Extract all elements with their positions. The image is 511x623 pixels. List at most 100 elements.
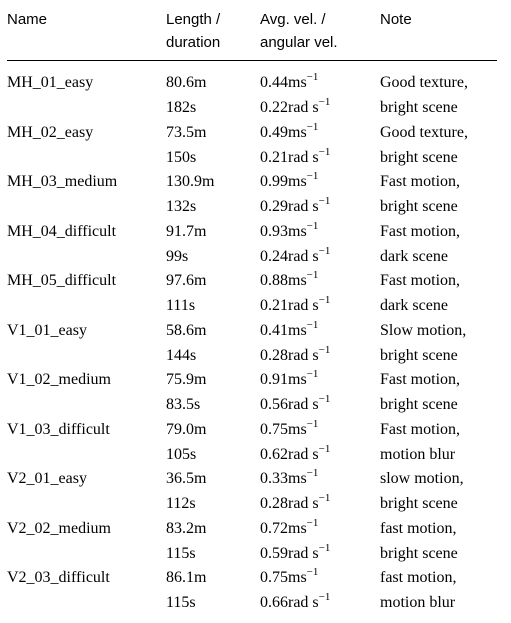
note-line2: bright scene bbox=[380, 198, 458, 215]
avg-velocity-unit: ms bbox=[288, 173, 307, 190]
avg-velocity-exponent: −1 bbox=[306, 566, 319, 578]
cell-velocity: 0.91ms−1 0.56rad s−1 bbox=[260, 367, 330, 417]
length-value: 130.9m bbox=[166, 173, 215, 190]
avg-velocity-unit: ms bbox=[288, 321, 307, 339]
avg-velocity-value: 0.88 bbox=[260, 272, 288, 289]
cell-note: fast motion, motion blur bbox=[380, 565, 456, 615]
cell-velocity: 0.49ms−1 0.21rad s−1 bbox=[260, 120, 330, 170]
angular-velocity-exponent: −1 bbox=[318, 541, 331, 554]
angular-velocity-value: 0.21 bbox=[260, 297, 288, 314]
angular-velocity-exponent: −1 bbox=[318, 343, 331, 356]
length-value: 91.7m bbox=[166, 222, 207, 240]
length-value: 97.6m bbox=[166, 272, 207, 289]
length-value: 83.2m bbox=[166, 519, 207, 537]
cell-name: MH_03_medium bbox=[7, 169, 117, 194]
angular-velocity-exponent: −1 bbox=[318, 393, 331, 405]
angular-velocity: 0.28rad s−1 bbox=[260, 491, 330, 516]
header-rule bbox=[7, 60, 497, 61]
avg-velocity-unit: ms bbox=[288, 74, 307, 91]
avg-velocity-unit: ms bbox=[288, 569, 307, 586]
avg-velocity: 0.33ms−1 bbox=[260, 466, 330, 491]
length-value: 86.1m bbox=[166, 569, 207, 586]
avg-velocity-value: 0.91 bbox=[260, 371, 288, 388]
avg-velocity-value: 0.75 bbox=[260, 569, 288, 586]
note-line2: bright scene bbox=[380, 148, 458, 166]
avg-velocity-exponent: −1 bbox=[306, 269, 319, 281]
cell-length-duration: 86.1m 115s bbox=[166, 565, 206, 615]
avg-velocity-exponent: −1 bbox=[306, 467, 319, 479]
note-line1: Fast motion, bbox=[380, 173, 461, 190]
cell-velocity: 0.99ms−1 0.29rad s−1 bbox=[260, 169, 330, 219]
cell-note: Fast motion, bright scene bbox=[380, 367, 460, 417]
duration-value: 105s bbox=[166, 445, 197, 463]
duration-value: 111s bbox=[166, 297, 196, 314]
cell-name: MH_04_difficult bbox=[7, 219, 116, 244]
angular-velocity-exponent: −1 bbox=[318, 145, 331, 158]
angular-velocity-unit: rad s bbox=[288, 396, 319, 413]
length-value: 58.6m bbox=[166, 321, 207, 339]
avg-velocity-value: 0.33 bbox=[260, 470, 288, 487]
avg-velocity-unit: ms bbox=[288, 470, 307, 487]
avg-velocity-exponent: −1 bbox=[306, 219, 319, 232]
sequence-name: MH_05_difficult bbox=[7, 272, 117, 289]
note-line2: dark scene bbox=[380, 297, 448, 314]
avg-velocity-exponent: −1 bbox=[306, 516, 319, 529]
avg-velocity-exponent: −1 bbox=[306, 120, 319, 133]
note-line1: Fast motion, bbox=[380, 371, 461, 388]
note-line1: fast motion, bbox=[380, 569, 457, 586]
angular-velocity-value: 0.56 bbox=[260, 396, 288, 413]
note-line1: Fast motion, bbox=[380, 222, 461, 240]
duration-value: 112s bbox=[166, 495, 196, 512]
note-line2: bright scene bbox=[380, 396, 458, 413]
angular-velocity-exponent: −1 bbox=[318, 591, 331, 603]
angular-velocity-unit: rad s bbox=[288, 346, 319, 364]
table-row: V2_03_difficult 86.1m 115s 0.75ms−1 0.66rad … bbox=[7, 565, 499, 615]
angular-velocity-value: 0.28 bbox=[260, 346, 288, 364]
angular-velocity-unit: rad s bbox=[288, 198, 319, 215]
sequence-name: MH_02_easy bbox=[7, 123, 94, 141]
avg-velocity-exponent: −1 bbox=[306, 417, 319, 430]
sequence-name: V1_02_medium bbox=[7, 371, 111, 388]
note-line1: Good texture, bbox=[380, 74, 468, 91]
duration-value: 115s bbox=[166, 594, 196, 611]
avg-velocity: 0.75ms−1 bbox=[260, 565, 330, 590]
note-line2: bright scene bbox=[380, 99, 458, 116]
length-value: 79.0m bbox=[166, 420, 207, 438]
header-velocity: Avg. vel. / angular vel. bbox=[260, 8, 338, 54]
cell-name: V2_03_difficult bbox=[7, 565, 110, 590]
cell-note: Fast motion, bright scene bbox=[380, 169, 460, 219]
angular-velocity-value: 0.62 bbox=[260, 445, 288, 463]
cell-velocity: 0.44ms−1 0.22rad s−1 bbox=[260, 70, 330, 120]
cell-length-duration: 130.9m 132s bbox=[166, 169, 214, 219]
angular-velocity: 0.62rad s−1 bbox=[260, 442, 330, 467]
avg-velocity-exponent: −1 bbox=[306, 368, 319, 380]
note-line2: bright scene bbox=[380, 495, 458, 512]
avg-velocity-unit: ms bbox=[288, 519, 307, 537]
angular-velocity-exponent: −1 bbox=[318, 96, 331, 108]
cell-velocity: 0.75ms−1 0.66rad s−1 bbox=[260, 565, 330, 615]
cell-note: Good texture, bright scene bbox=[380, 70, 468, 120]
avg-velocity-value: 0.75 bbox=[260, 420, 288, 438]
note-line2: motion blur bbox=[380, 445, 456, 463]
header-name: Name bbox=[7, 8, 47, 31]
sequence-name: V1_03_difficult bbox=[7, 420, 110, 438]
table-row: MH_02_easy 73.5m 150s 0.49ms−1 0.21rad s−1 Go… bbox=[7, 120, 499, 170]
dataset-table: Name Length / duration Avg. vel. / angul… bbox=[7, 0, 499, 611]
angular-velocity: 0.22rad s−1 bbox=[260, 95, 330, 120]
cell-name: V1_01_easy bbox=[7, 318, 87, 343]
cell-length-duration: 73.5m 150s bbox=[166, 120, 206, 170]
avg-velocity-unit: ms bbox=[288, 420, 307, 438]
angular-velocity-unit: rad s bbox=[288, 297, 319, 314]
avg-velocity-unit: ms bbox=[288, 123, 307, 141]
angular-velocity-value: 0.22 bbox=[260, 99, 288, 116]
sequence-name: V1_01_easy bbox=[7, 321, 87, 339]
sequence-name: V2_02_medium bbox=[7, 519, 111, 537]
angular-velocity-value: 0.59 bbox=[260, 544, 288, 562]
duration-value: 144s bbox=[166, 346, 197, 364]
header-velocity-line1: Avg. vel. / bbox=[260, 11, 326, 28]
cell-velocity: 0.72ms−1 0.59rad s−1 bbox=[260, 516, 330, 566]
cell-note: Slow motion, bright scene bbox=[380, 318, 466, 368]
duration-value: 150s bbox=[166, 148, 197, 166]
avg-velocity-unit: ms bbox=[288, 222, 307, 240]
avg-velocity-value: 0.72 bbox=[260, 519, 288, 537]
